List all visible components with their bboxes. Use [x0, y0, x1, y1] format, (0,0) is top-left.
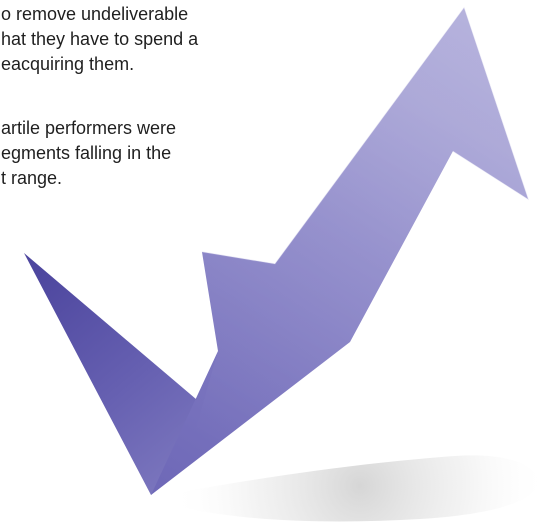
body-paragraph-1: o remove undeliverable hat they have to … [1, 2, 198, 77]
text-line: t range. [1, 168, 63, 188]
arrow-highlight [183, 8, 528, 474]
text-line: artile performers were [1, 118, 177, 138]
text-line: eacquiring them. [1, 54, 135, 74]
arrow-shadow [150, 455, 540, 522]
arrow-edge-highlight [201, 6, 530, 265]
body-paragraph-2: artile performers were egments falling i… [1, 116, 176, 191]
text-line: egments falling in the [1, 143, 172, 163]
arrow-left-arm [24, 253, 203, 495]
text-line: o remove undeliverable [1, 4, 189, 24]
text-line: hat they have to spend a [1, 29, 199, 49]
